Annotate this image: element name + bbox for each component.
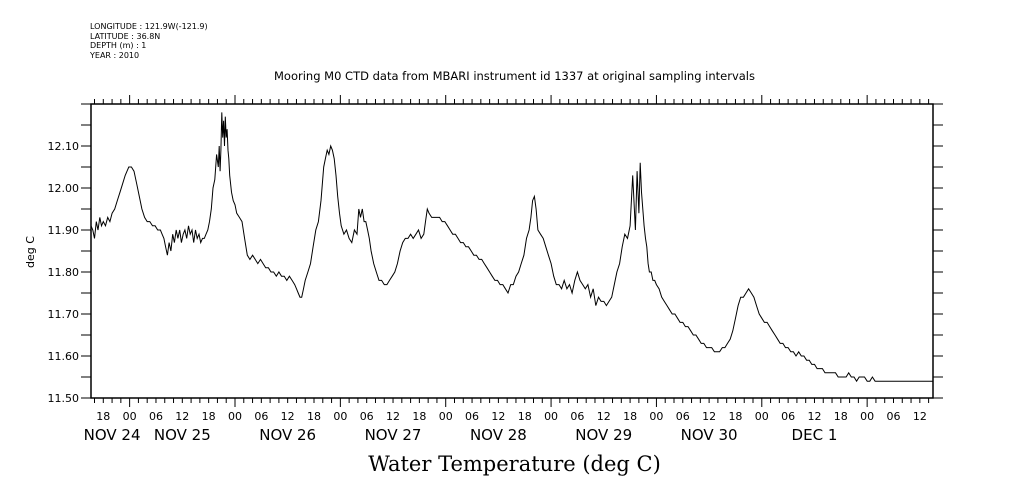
x-tick-label: 00 xyxy=(123,410,137,423)
chart-title: Mooring M0 CTD data from MBARI instrumen… xyxy=(274,69,755,83)
x-tick-label: 18 xyxy=(412,410,426,423)
x-tick-label: 12 xyxy=(913,410,927,423)
plot-border xyxy=(90,103,934,399)
y-tick-label: 11.70 xyxy=(48,308,80,321)
y-tick-label: 11.60 xyxy=(48,350,80,363)
y-tick-labels: 11.50 11.60 11.70 11.80 11.90 12.00 12.10 xyxy=(48,140,80,405)
longitude-label: LONGITUDE : 121.9W(-121.9) xyxy=(90,22,208,31)
y-tick-label: 11.90 xyxy=(48,224,80,237)
x-tick-label: 18 xyxy=(202,410,216,423)
x-tick-label: 18 xyxy=(728,410,742,423)
x-day-label: NOV 25 xyxy=(154,426,211,444)
axis-ticks xyxy=(81,95,943,407)
x-tick-label: 06 xyxy=(886,410,900,423)
y-tick-label: 11.80 xyxy=(48,266,80,279)
x-tick-label: 18 xyxy=(96,410,110,423)
y-tick-label: 11.50 xyxy=(48,392,80,405)
y-tick-label: 12.10 xyxy=(48,140,80,153)
x-tick-label: 06 xyxy=(254,410,268,423)
day-labels: NOV 24 NOV 25 NOV 26 NOV 27 NOV 28 NOV 29 NOV … xyxy=(84,426,838,444)
x-tick-label: 06 xyxy=(570,410,584,423)
x-tick-label: 06 xyxy=(149,410,163,423)
y-axis-label: deg C xyxy=(24,236,37,268)
x-tick-label: 00 xyxy=(333,410,347,423)
metadata-block: LONGITUDE : 121.9W(-121.9) LATITUDE : 36… xyxy=(90,22,208,60)
x-tick-label: 12 xyxy=(597,410,611,423)
x-day-label: NOV 28 xyxy=(470,426,527,444)
x-tick-label: 12 xyxy=(702,410,716,423)
x-axis-title: Water Temperature (deg C) xyxy=(368,452,661,476)
plot-frame xyxy=(90,103,934,399)
x-tick-label: 06 xyxy=(360,410,374,423)
x-tick-label: 18 xyxy=(834,410,848,423)
x-tick-label: 06 xyxy=(676,410,690,423)
x-tick-label: 00 xyxy=(228,410,242,423)
x-tick-label: 00 xyxy=(860,410,874,423)
x-day-label: DEC 1 xyxy=(792,426,838,444)
x-tick-label: 12 xyxy=(386,410,400,423)
x-tick-label: 18 xyxy=(307,410,321,423)
x-tick-label: 12 xyxy=(281,410,295,423)
x-day-label: NOV 29 xyxy=(575,426,632,444)
temperature-series-line xyxy=(90,112,933,383)
x-tick-label: 06 xyxy=(781,410,795,423)
x-tick-labels: 18 00 06 12 18 00 06 12 18 00 06 12 18 00 06 12 18 00 06 12… xyxy=(96,410,927,423)
x-tick-label: 00 xyxy=(755,410,769,423)
x-tick-label: 12 xyxy=(491,410,505,423)
depth-label: DEPTH (m) : 1 xyxy=(90,41,147,50)
x-day-label: NOV 24 xyxy=(84,426,141,444)
y-tick-label: 12.00 xyxy=(48,182,80,195)
x-tick-label: 12 xyxy=(807,410,821,423)
x-day-label: NOV 30 xyxy=(681,426,738,444)
x-day-label: NOV 27 xyxy=(365,426,422,444)
latitude-label: LATITUDE : 36.8N xyxy=(90,31,161,41)
x-day-label: NOV 26 xyxy=(259,426,316,444)
x-tick-label: 18 xyxy=(623,410,637,423)
x-tick-label: 06 xyxy=(465,410,479,423)
x-tick-label: 00 xyxy=(649,410,663,423)
x-tick-label: 00 xyxy=(439,410,453,423)
x-tick-label: 18 xyxy=(518,410,532,423)
x-tick-label: 00 xyxy=(544,410,558,423)
x-tick-label: 12 xyxy=(175,410,189,423)
year-label: YEAR : 2010 xyxy=(90,50,140,60)
